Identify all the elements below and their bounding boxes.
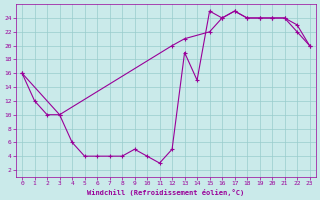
X-axis label: Windchill (Refroidissement éolien,°C): Windchill (Refroidissement éolien,°C) [87,189,244,196]
